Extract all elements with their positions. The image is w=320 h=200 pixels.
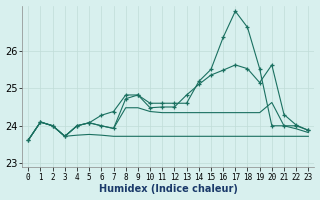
X-axis label: Humidex (Indice chaleur): Humidex (Indice chaleur) bbox=[99, 184, 238, 194]
